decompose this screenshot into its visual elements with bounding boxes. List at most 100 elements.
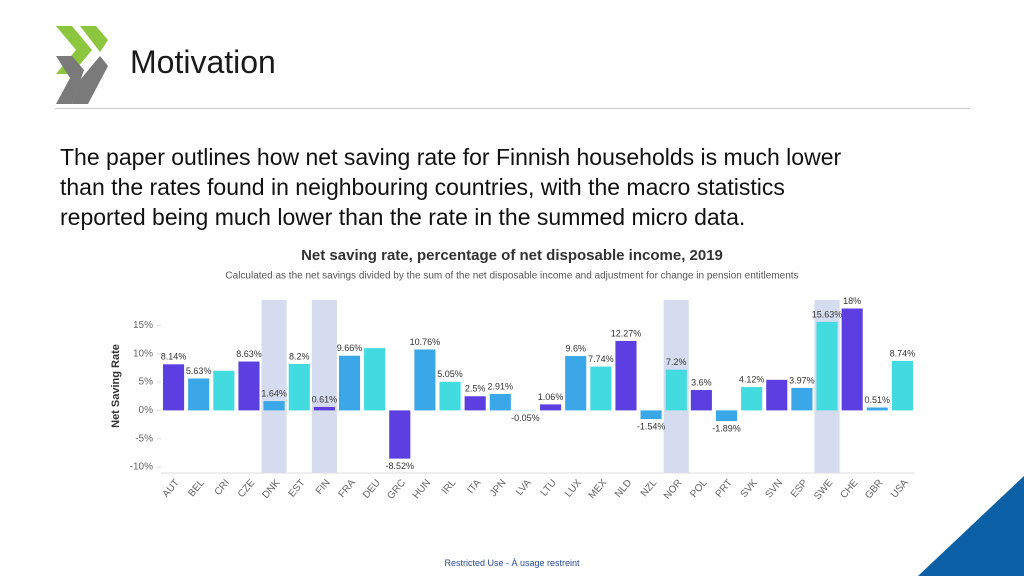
bar [288, 363, 310, 411]
body-line: The paper outlines how net saving rate f… [60, 144, 842, 170]
x-tick-label: GBR [863, 478, 885, 502]
x-tick-label: GRC [385, 478, 408, 502]
bar [439, 381, 461, 411]
bar [690, 390, 712, 411]
data-label: 2.5% [465, 384, 486, 394]
x-tick-label: FIN [314, 478, 333, 497]
bar [338, 355, 361, 411]
body-line: than the rates found in neighbouring cou… [60, 174, 785, 200]
bar [766, 379, 788, 411]
data-label: 9.6% [565, 343, 586, 353]
x-tick-label: LVA [514, 477, 534, 498]
data-label: -0.05% [511, 413, 540, 423]
corner-triangle [918, 476, 1024, 576]
x-tick-label: USA [889, 477, 911, 500]
x-tick-label: ESP [789, 477, 811, 500]
chart-title: Net saving rate, percentage of net dispo… [301, 247, 723, 264]
bar [489, 393, 511, 411]
x-tick-label: HUN [411, 478, 433, 502]
footer: Restricted Use - À usage restreint [444, 558, 580, 568]
data-label: 5.63% [186, 366, 212, 376]
data-label: -1.89% [712, 423, 741, 433]
x-tick-label: MEX [587, 477, 610, 501]
bar [715, 410, 738, 422]
data-label: -1.54% [637, 421, 666, 431]
bar [263, 401, 285, 411]
bar [540, 404, 562, 411]
logo [56, 26, 108, 104]
y-tick-label: 15% [133, 320, 153, 331]
bar [313, 406, 335, 411]
x-tick-label: ITA [466, 477, 484, 496]
x-tick-label: IRL [440, 477, 459, 496]
x-tick-label: CRI [213, 478, 233, 498]
data-label: 0.61% [312, 394, 338, 404]
x-tick-label: NZL [639, 477, 660, 499]
data-label: 3.6% [691, 377, 712, 387]
bar [414, 349, 436, 411]
chart-subtitle: Calculated as the net savings divided by… [225, 271, 798, 282]
data-label: -8.52% [386, 461, 415, 471]
bar [615, 340, 637, 411]
slide-title: Motivation [130, 44, 276, 80]
bar [816, 321, 838, 411]
x-tick-label: FRA [337, 477, 358, 500]
x-tick-label: DNK [260, 477, 282, 500]
data-label: 18% [843, 296, 861, 306]
data-label: 12.27% [611, 328, 642, 338]
x-tick-label: POL [688, 477, 710, 500]
x-tick-label: DEU [361, 478, 383, 501]
x-tick-label: JPN [488, 478, 509, 500]
x-tick-label: SWE [812, 477, 835, 502]
x-tick-label: EST [287, 478, 308, 500]
x-tick-label: LTU [539, 478, 559, 499]
data-label: 8.74% [890, 348, 916, 358]
divider [55, 108, 970, 109]
x-tick-label: NOR [662, 478, 685, 502]
data-label: 8.2% [289, 351, 310, 361]
y-tick-label: 0% [139, 405, 154, 416]
data-label: 7.74% [588, 354, 614, 364]
x-tick-label: CHE [838, 477, 860, 500]
y-axis-label: Net Saving Rate [110, 344, 122, 428]
data-label: 10.76% [410, 337, 441, 347]
x-tick-label: SVN [763, 478, 785, 501]
bar [866, 407, 888, 411]
data-label: 15.63% [812, 309, 843, 319]
data-label: 4.12% [739, 374, 765, 384]
bar [640, 410, 662, 420]
bar [238, 361, 260, 411]
data-label: 0.51% [865, 395, 891, 405]
data-label: 8.63% [236, 349, 262, 359]
bar [590, 366, 612, 411]
body-text: The paper outlines how net saving rate f… [60, 142, 841, 232]
bar [565, 356, 587, 411]
bar [741, 387, 763, 411]
data-label: 3.97% [789, 375, 815, 385]
y-tick-label: 5% [139, 377, 154, 388]
data-label: 9.66% [337, 343, 363, 353]
bar [464, 396, 486, 411]
y-tick-label: 10% [133, 348, 153, 359]
bar [163, 364, 185, 411]
x-tick-label: NLD [613, 478, 634, 500]
bar [188, 378, 210, 411]
data-label: 2.91% [488, 381, 514, 391]
x-tick-label: BEL [186, 477, 207, 499]
bar [891, 360, 913, 411]
bar [791, 387, 813, 411]
y-tick-label: -5% [135, 433, 153, 444]
bar [364, 348, 386, 411]
data-label: 7.2% [666, 357, 687, 367]
x-tick-label: PRT [714, 478, 735, 500]
bar [665, 369, 687, 411]
x-tick-label: SVK [739, 477, 761, 500]
x-tick-label: LUX [563, 477, 584, 499]
x-tick-label: AUT [161, 478, 182, 500]
data-label: 1.06% [538, 392, 564, 402]
bar [213, 370, 235, 411]
data-label: 1.64% [261, 388, 287, 398]
y-tick-label: -10% [130, 462, 153, 473]
